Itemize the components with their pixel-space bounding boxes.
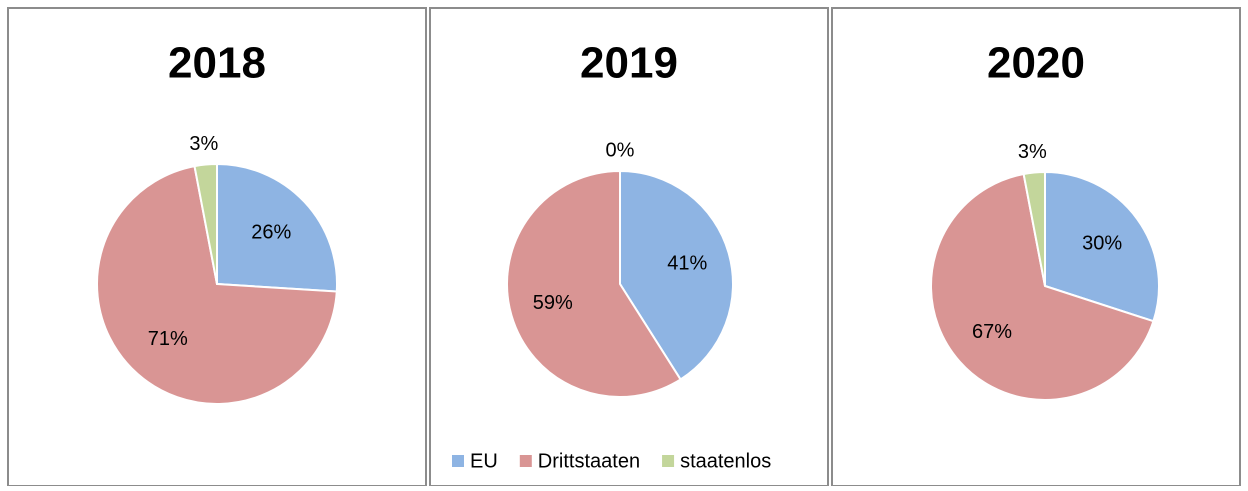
pie-slice (96, 164, 338, 405)
legend-label: staatenlos (680, 450, 771, 472)
data-label: 3% (189, 133, 218, 155)
pie-slice (1044, 170, 1160, 323)
legend-label: EU (470, 450, 498, 472)
chart-title: 2018 (168, 39, 266, 88)
pie-slice (506, 169, 682, 398)
data-label: 30% (1082, 233, 1122, 255)
chart-title: 2019 (580, 39, 678, 88)
pie-slice (193, 162, 218, 285)
pie-slice (930, 172, 1155, 401)
data-label: 41% (667, 253, 707, 275)
pie-slice (1022, 170, 1046, 287)
legend-label: Drittstaaten (538, 450, 640, 472)
data-label: 67% (972, 321, 1012, 343)
legend-swatch (452, 455, 464, 467)
data-label: 71% (148, 328, 188, 350)
pie-slice (216, 162, 338, 293)
chart-title: 2020 (987, 39, 1085, 88)
data-label: 0% (606, 139, 635, 161)
data-label: 59% (533, 292, 573, 314)
legend-swatch (662, 455, 675, 467)
legend-swatch (519, 455, 532, 467)
data-label: 26% (251, 221, 291, 243)
data-label: 3% (1018, 141, 1047, 163)
